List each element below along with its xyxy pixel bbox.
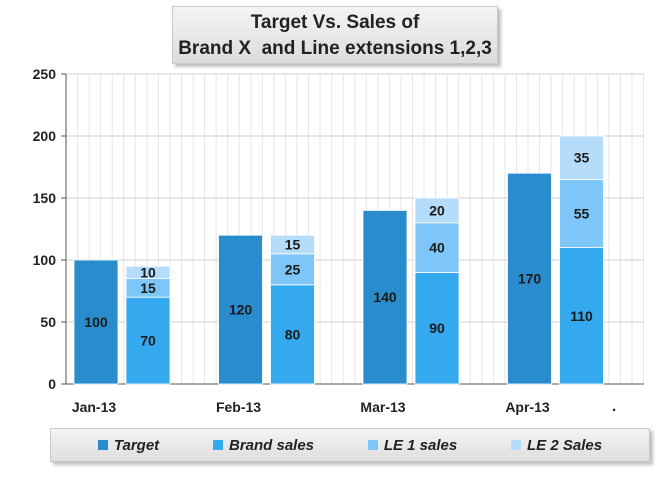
data-label: 70: [140, 333, 156, 349]
bar-target: [73, 259, 119, 385]
chart-title-line-2: Brand X and Line extensions 1,2,3: [178, 38, 492, 59]
data-label: 100: [84, 314, 108, 330]
legend-label-target: Target: [113, 436, 160, 454]
y-tick-label: 150: [33, 190, 57, 206]
x-tick-label: Apr-13: [505, 399, 550, 415]
bar-brand-sales: [559, 247, 604, 385]
data-label: 20: [429, 202, 445, 218]
bar-le-2-sales: [414, 197, 460, 224]
x-tick-label: Jan-13: [72, 399, 117, 415]
data-label: 15: [285, 237, 301, 253]
data-label: 15: [140, 280, 156, 296]
bar-target: [218, 234, 263, 385]
bar-le-1-sales: [559, 178, 604, 248]
y-tick-label: 200: [33, 128, 57, 144]
legend-swatch-le2-sales: [511, 440, 522, 450]
legend-label-le2-sales: LE 2 Sales: [527, 436, 603, 454]
data-label: 55: [574, 206, 590, 222]
data-label: 10: [140, 264, 156, 280]
bar-brand-sales: [270, 284, 315, 385]
legend-swatch-brand-sales: [212, 440, 223, 450]
bar-le-2-sales: [559, 135, 604, 180]
data-label: 80: [285, 326, 301, 342]
x-tick-label: Feb-13: [216, 399, 261, 415]
data-label: 90: [429, 320, 445, 336]
legend-label-brand-sales: Brand sales: [228, 436, 315, 454]
bar-le-1-sales: [414, 222, 460, 273]
x-tick-label: Mar-13: [360, 399, 405, 415]
legend-label-le1-sales: LE 1 sales: [383, 436, 458, 454]
bar-target: [507, 172, 552, 385]
bar-le-1-sales: [270, 253, 315, 286]
stray-mark: .: [612, 398, 617, 415]
chart-title: Target Vs. Sales of Brand X and Line ext…: [172, 6, 498, 64]
bar-le-2-sales: [270, 234, 315, 255]
legend-item-le1-sales: LE 1 sales: [367, 436, 458, 454]
legend-item-target: Target: [97, 436, 160, 454]
data-label: 40: [429, 240, 445, 256]
y-tick-label: 50: [40, 314, 56, 330]
legend-item-le2-sales: LE 2 Sales: [511, 437, 602, 454]
data-label: 35: [574, 150, 590, 166]
legend-item-brand-sales: Brand sales: [212, 436, 315, 454]
y-tick-label: 100: [33, 252, 57, 268]
bar-target: [362, 209, 408, 385]
data-label: 110: [570, 308, 593, 324]
bar-le-2-sales: [125, 265, 171, 280]
bar-brand-sales: [414, 271, 460, 385]
legend: Target Brand sales LE 1 sales LE 2 Sales: [50, 428, 650, 462]
data-label: 25: [285, 261, 301, 277]
y-tick-label: 0: [48, 376, 56, 392]
data-label: 120: [229, 302, 253, 318]
chart-title-line-1: Target Vs. Sales of: [250, 12, 420, 33]
y-tick-label: 250: [33, 66, 57, 82]
data-label: 140: [373, 289, 397, 305]
data-label: 170: [518, 271, 542, 287]
legend-swatch-le1-sales: [367, 440, 378, 450]
bar-brand-sales: [125, 296, 171, 385]
legend-swatch-target: [97, 440, 108, 450]
